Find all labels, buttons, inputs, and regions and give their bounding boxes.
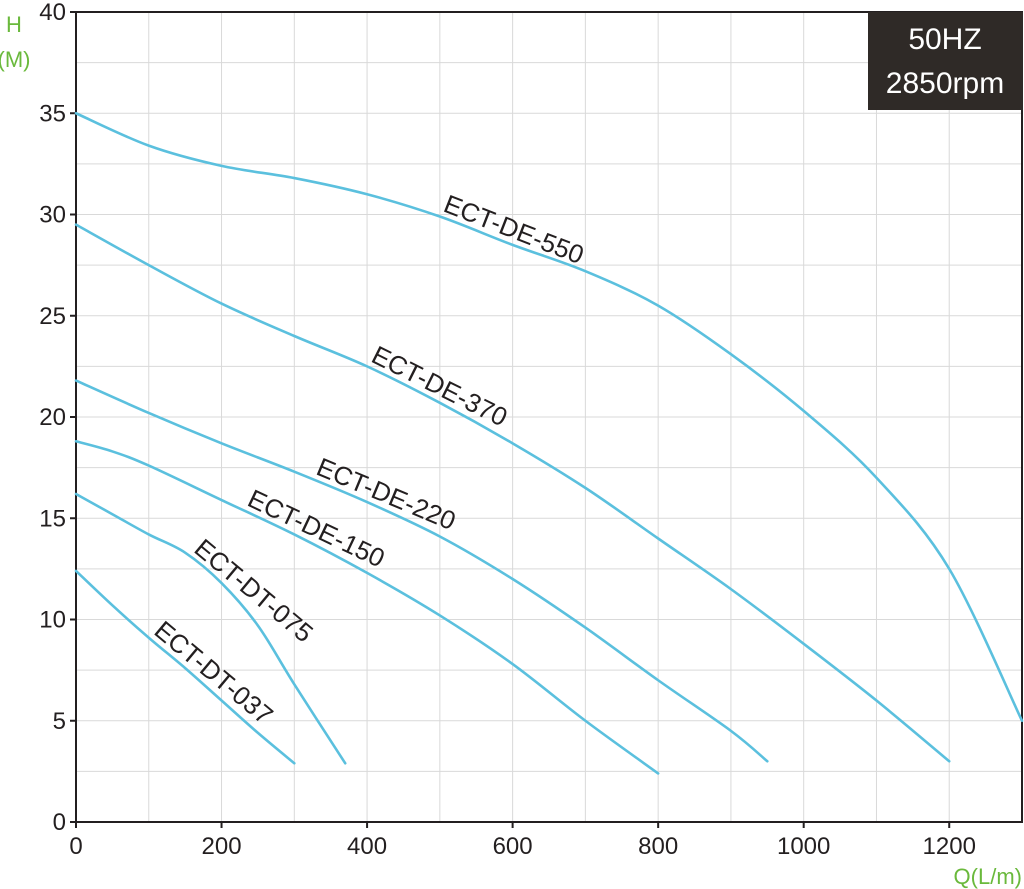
y-axis-label-top: H: [6, 12, 22, 37]
series-line-ect-dt-037: [74, 569, 296, 765]
series-label-ect-de-550: ECT-DE-550: [440, 189, 588, 270]
x-tick-label: 1000: [777, 833, 830, 860]
series-labels: ECT-DE-550ECT-DE-370ECT-DE-220ECT-DE-150…: [149, 189, 588, 731]
x-tick-label: 0: [69, 833, 82, 860]
x-tick-label: 800: [638, 833, 678, 860]
x-tick-label: 400: [347, 833, 387, 860]
x-tick-label: 200: [202, 833, 242, 860]
series-lines: [74, 111, 1024, 775]
badge-frequency: 50HZ: [908, 23, 981, 56]
y-tick-label: 20: [39, 404, 66, 431]
y-tick-label: 25: [39, 303, 66, 330]
y-tick-label: 40: [39, 0, 66, 26]
y-tick-label: 5: [53, 708, 66, 735]
y-tick-label: 35: [39, 100, 66, 127]
y-tick-label: 30: [39, 202, 66, 229]
y-tick-label: 15: [39, 505, 66, 532]
y-tick-label: 0: [53, 809, 66, 836]
frequency-badge: 50HZ 2850rpm: [868, 12, 1023, 110]
badge-speed: 2850rpm: [886, 67, 1004, 100]
series-line-ect-de-550: [74, 111, 1024, 723]
tick-labels: 0 200 400 600 800 1000 1200 0 5 10 15 20 25 30 35 40: [39, 0, 976, 860]
series-label-ect-dt-075: ECT-DT-075: [189, 533, 319, 649]
x-axis-label: Q(L/m): [954, 864, 1022, 889]
series-line-ect-de-150: [74, 440, 660, 775]
series-line-ect-de-370: [74, 223, 951, 763]
badge-background: [868, 12, 1023, 110]
series-line-ect-dt-075: [74, 492, 347, 765]
x-tick-label: 1200: [923, 833, 976, 860]
series-line-ect-de-220: [74, 379, 769, 763]
y-tick-label: 10: [39, 607, 66, 634]
x-tick-label: 600: [493, 833, 533, 860]
y-axis-label-unit: (M): [0, 47, 30, 72]
series-label-ect-dt-037: ECT-DT-037: [149, 615, 279, 731]
grid: [76, 12, 1022, 822]
